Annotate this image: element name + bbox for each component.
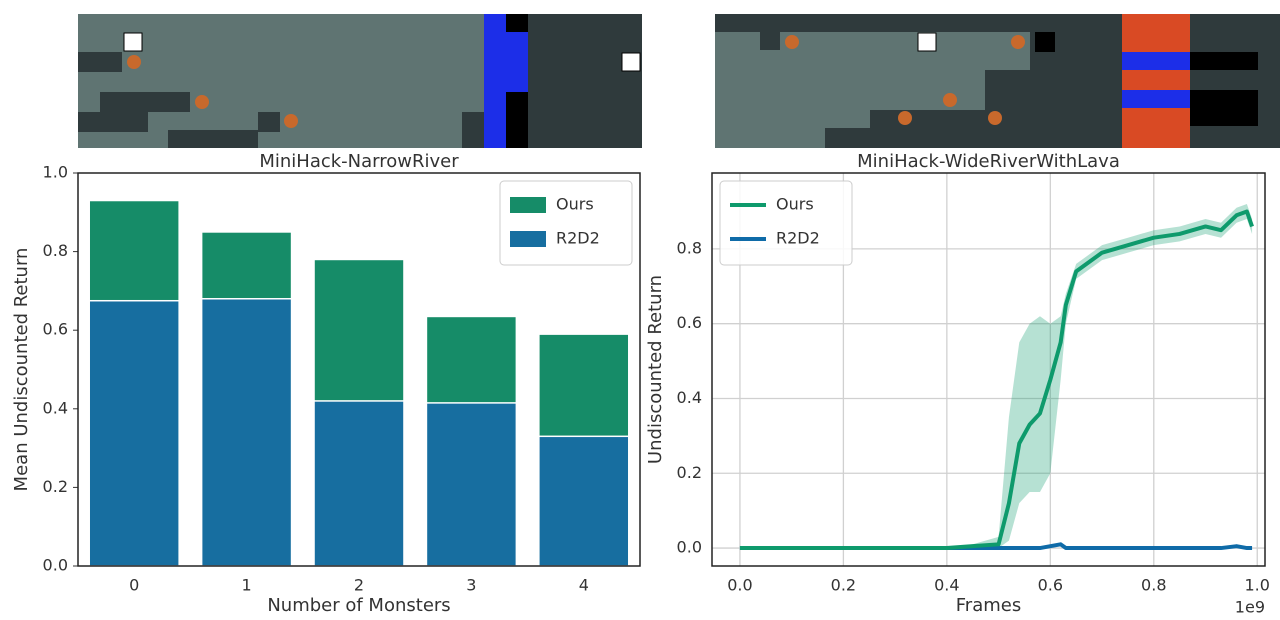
x-tick-label: 0 — [129, 576, 139, 595]
x-offset-label: 1e9 — [1235, 598, 1265, 617]
y-tick-label: 0.0 — [43, 556, 68, 575]
y-tick-label: 0.6 — [677, 313, 702, 332]
y-tick-label: 0.6 — [43, 320, 68, 339]
y-tick-label: 0.4 — [43, 398, 68, 417]
x-axis-label: Number of Monsters — [267, 595, 450, 616]
bar — [202, 299, 292, 566]
y-tick-label: 0.8 — [677, 238, 702, 257]
y-tick-label: 0.2 — [677, 463, 702, 482]
screenshot-wide-river-lava — [715, 14, 1280, 148]
chart-title: MiniHack-WideRiverWithLava — [857, 151, 1120, 172]
x-tick-label: 3 — [466, 576, 476, 595]
legend-label: Ours — [556, 195, 594, 214]
x-tick-label: 0.2 — [831, 576, 856, 595]
bar — [426, 403, 516, 566]
chart-title: MiniHack-NarrowRiver — [259, 151, 459, 172]
y-axis-label: Mean Undiscounted Return — [11, 248, 32, 492]
legend-label: R2D2 — [556, 229, 600, 248]
screenshot-narrow-river — [78, 14, 642, 148]
y-tick-label: 0.2 — [43, 477, 68, 496]
y-tick-label: 0.4 — [677, 388, 702, 407]
x-tick-label: 4 — [579, 576, 589, 595]
legend-swatch — [510, 197, 546, 213]
y-tick-label: 0.8 — [43, 241, 68, 260]
x-tick-label: 1.0 — [1245, 576, 1270, 595]
legend-label: Ours — [776, 195, 814, 214]
x-tick-label: 0.6 — [1038, 576, 1063, 595]
x-axis-label: Frames — [956, 595, 1021, 616]
bar — [89, 301, 179, 566]
x-tick-label: 0.0 — [727, 576, 752, 595]
figure: MiniHack-NarrowRiver Number of Monsters Me… — [0, 0, 1280, 620]
bar — [314, 401, 404, 566]
bar — [539, 436, 629, 566]
legend-swatch — [510, 231, 546, 247]
y-axis-label: Undiscounted Return — [645, 275, 666, 464]
y-tick-label: 1.0 — [43, 163, 68, 182]
legend-label: R2D2 — [776, 229, 820, 248]
x-tick-label: 2 — [354, 576, 364, 595]
x-tick-label: 1 — [242, 576, 252, 595]
y-tick-label: 0.0 — [677, 538, 702, 557]
x-tick-label: 0.4 — [934, 576, 959, 595]
x-tick-label: 0.8 — [1141, 576, 1166, 595]
